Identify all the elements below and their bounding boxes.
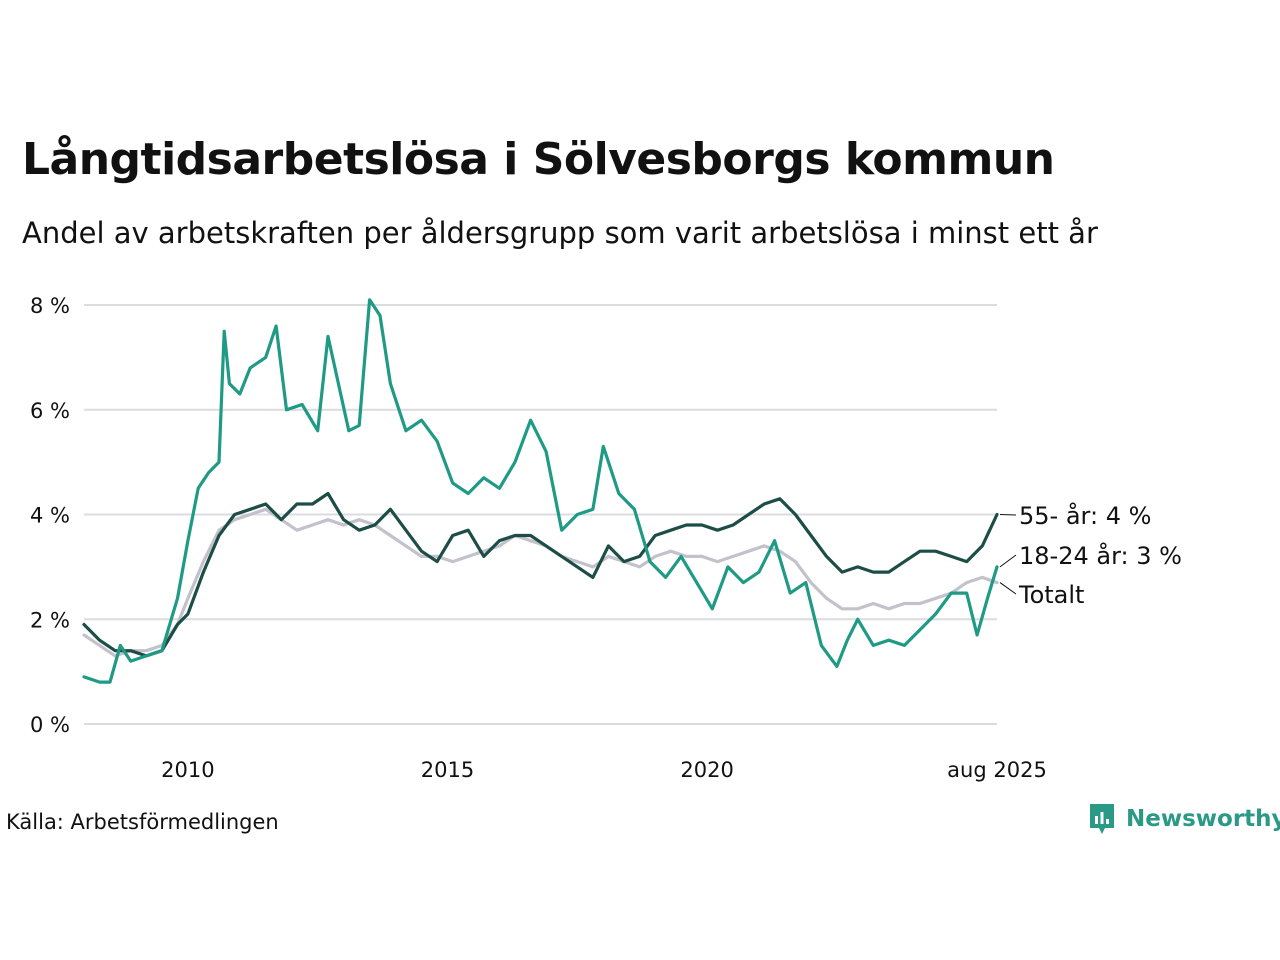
end-label-total: Totalt [1018,581,1084,609]
x-tick-label: 2010 [161,758,214,782]
end-label-leader-age_18_24 [999,554,1017,568]
x-tick-label: 2015 [421,758,474,782]
chart-title: Långtidsarbetslösa i Sölvesborgs kommun [22,134,1055,185]
source-note: Källa: Arbetsförmedlingen [6,810,279,834]
series-line-age_18_24 [82,298,999,684]
y-tick-label: 8 % [30,294,70,318]
series-line-age_55 [82,491,999,658]
brand-name: Newsworthy [1126,806,1280,832]
end-label-age_18_24: 18-24 år: 3 % [1019,541,1182,570]
chart-subtitle: Andel av arbetskraften per åldersgrupp s… [22,216,1098,250]
end-label-leader-total [999,582,1017,595]
newsworthy-brand[interactable]: Newsworthy [1088,802,1280,836]
newsworthy-logo-icon [1090,804,1114,834]
x-tick-label: aug 2025 [947,758,1047,782]
end-label-age_55: 55- år: 4 % [1019,501,1151,530]
y-tick-label: 0 % [30,713,70,737]
x-tick-label: 2020 [680,758,733,782]
y-tick-label: 2 % [30,608,70,632]
y-tick-label: 6 % [30,399,70,423]
y-tick-label: 4 % [30,504,70,528]
end-label-leader-age_55 [999,514,1017,516]
series-line-total [82,507,999,658]
